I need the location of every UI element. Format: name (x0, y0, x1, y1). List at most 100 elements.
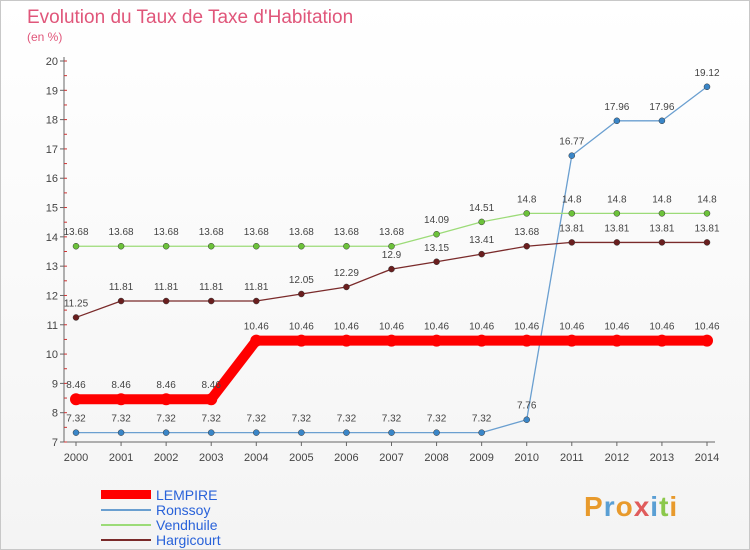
data-label: 13.68 (199, 227, 224, 238)
data-label: 14.8 (652, 194, 672, 205)
data-point (478, 218, 485, 226)
legend-item: Ronssoy (101, 502, 221, 517)
data-point (385, 334, 398, 347)
data-label: 7.32 (427, 414, 447, 425)
legend-swatch (101, 523, 151, 526)
x-tick-label: 2013 (650, 452, 674, 464)
data-point (613, 210, 621, 217)
x-tick-label: 2011 (560, 452, 584, 464)
legend-swatch (101, 490, 151, 499)
data-label: 14.8 (697, 194, 717, 205)
x-tick-label: 2012 (605, 452, 629, 464)
data-label: 13.68 (63, 227, 88, 238)
data-label: 8.46 (156, 380, 176, 391)
legend-item: Vendhuile (101, 517, 221, 532)
data-point (568, 210, 576, 217)
data-label: 14.09 (424, 215, 449, 226)
logo-letter: x (633, 491, 651, 522)
data-point (478, 429, 485, 436)
data-label: 10.46 (649, 322, 674, 333)
data-point (343, 429, 350, 436)
data-point (475, 334, 488, 347)
data-label: 13.68 (244, 227, 269, 238)
data-label: 8.46 (201, 380, 221, 391)
data-label: 13.81 (604, 223, 629, 234)
data-point (253, 242, 260, 250)
data-label: 13.81 (559, 223, 584, 234)
data-label: 10.46 (514, 322, 539, 333)
data-point (72, 242, 80, 250)
data-point (72, 314, 80, 321)
x-tick-label: 2004 (244, 452, 268, 464)
data-point (478, 250, 485, 258)
data-point (610, 334, 623, 347)
data-label: 11.81 (109, 282, 134, 293)
data-point (430, 334, 443, 347)
data-point (295, 334, 308, 347)
data-point (117, 429, 125, 436)
data-point (115, 393, 128, 406)
x-tick-label: 2003 (199, 452, 223, 464)
y-tick-label: 18 (46, 115, 58, 127)
data-point (117, 297, 125, 305)
data-label: 8.46 (66, 380, 86, 391)
x-tick-label: 2009 (469, 452, 493, 464)
data-point (70, 393, 82, 406)
data-label: 7.32 (382, 414, 402, 425)
y-tick-label: 19 (46, 85, 58, 97)
data-label: 13.68 (154, 227, 179, 238)
chart-subtitle: (en %) (27, 30, 63, 44)
data-label: 8.46 (111, 380, 131, 391)
data-point (658, 239, 666, 246)
x-tick-label: 2008 (424, 452, 448, 464)
legend-item: LEMPIRE (101, 487, 221, 502)
data-label: 12.05 (289, 275, 314, 286)
data-label: 7.32 (111, 414, 131, 425)
y-tick-label: 10 (46, 349, 58, 361)
data-label: 10.46 (559, 322, 584, 333)
x-tick-label: 2002 (154, 452, 178, 464)
y-tick-label: 12 (46, 290, 58, 302)
data-label: 14.8 (607, 194, 627, 205)
y-tick-label: 16 (46, 173, 58, 185)
data-label: 13.41 (469, 235, 494, 246)
data-label: 11.81 (244, 282, 269, 293)
legend-item: Hargicourt (101, 532, 221, 547)
data-point (388, 429, 395, 436)
data-label: 11.81 (154, 282, 179, 293)
data-label: 14.8 (562, 194, 582, 205)
data-point (388, 265, 395, 273)
data-label: 7.32 (247, 414, 267, 425)
legend-label: LEMPIRE (156, 486, 218, 503)
legend: LEMPIRE Ronssoy Vendhuile Hargicourt (101, 487, 221, 547)
data-point (298, 290, 305, 298)
y-tick-label: 17 (46, 144, 58, 156)
data-point (340, 334, 353, 347)
data-label: 17.96 (604, 102, 629, 113)
data-point (433, 258, 440, 266)
data-label: 10.46 (604, 322, 629, 333)
y-tick-label: 20 (46, 56, 58, 68)
x-tick-label: 2006 (334, 452, 358, 464)
data-label: 13.68 (379, 227, 404, 238)
data-point (388, 242, 395, 250)
data-label: 13.15 (424, 243, 449, 254)
data-point (207, 242, 215, 250)
data-label: 12.29 (334, 268, 359, 279)
y-tick-label: 8 (52, 408, 58, 420)
data-point (523, 242, 530, 250)
x-tick-label: 2005 (289, 452, 313, 464)
data-label: 16.77 (559, 137, 584, 148)
data-label: 13.68 (334, 227, 359, 238)
y-tick-label: 11 (47, 320, 58, 332)
data-point (568, 239, 576, 246)
data-label: 13.81 (694, 223, 719, 234)
data-label: 7.32 (337, 414, 357, 425)
data-label: 7.32 (156, 414, 176, 425)
chart-title: Evolution du Taux de Taxe d'Habitation (27, 7, 354, 28)
data-label: 7.76 (517, 401, 537, 412)
data-point (162, 297, 170, 305)
x-tick-label: 2014 (695, 452, 719, 464)
